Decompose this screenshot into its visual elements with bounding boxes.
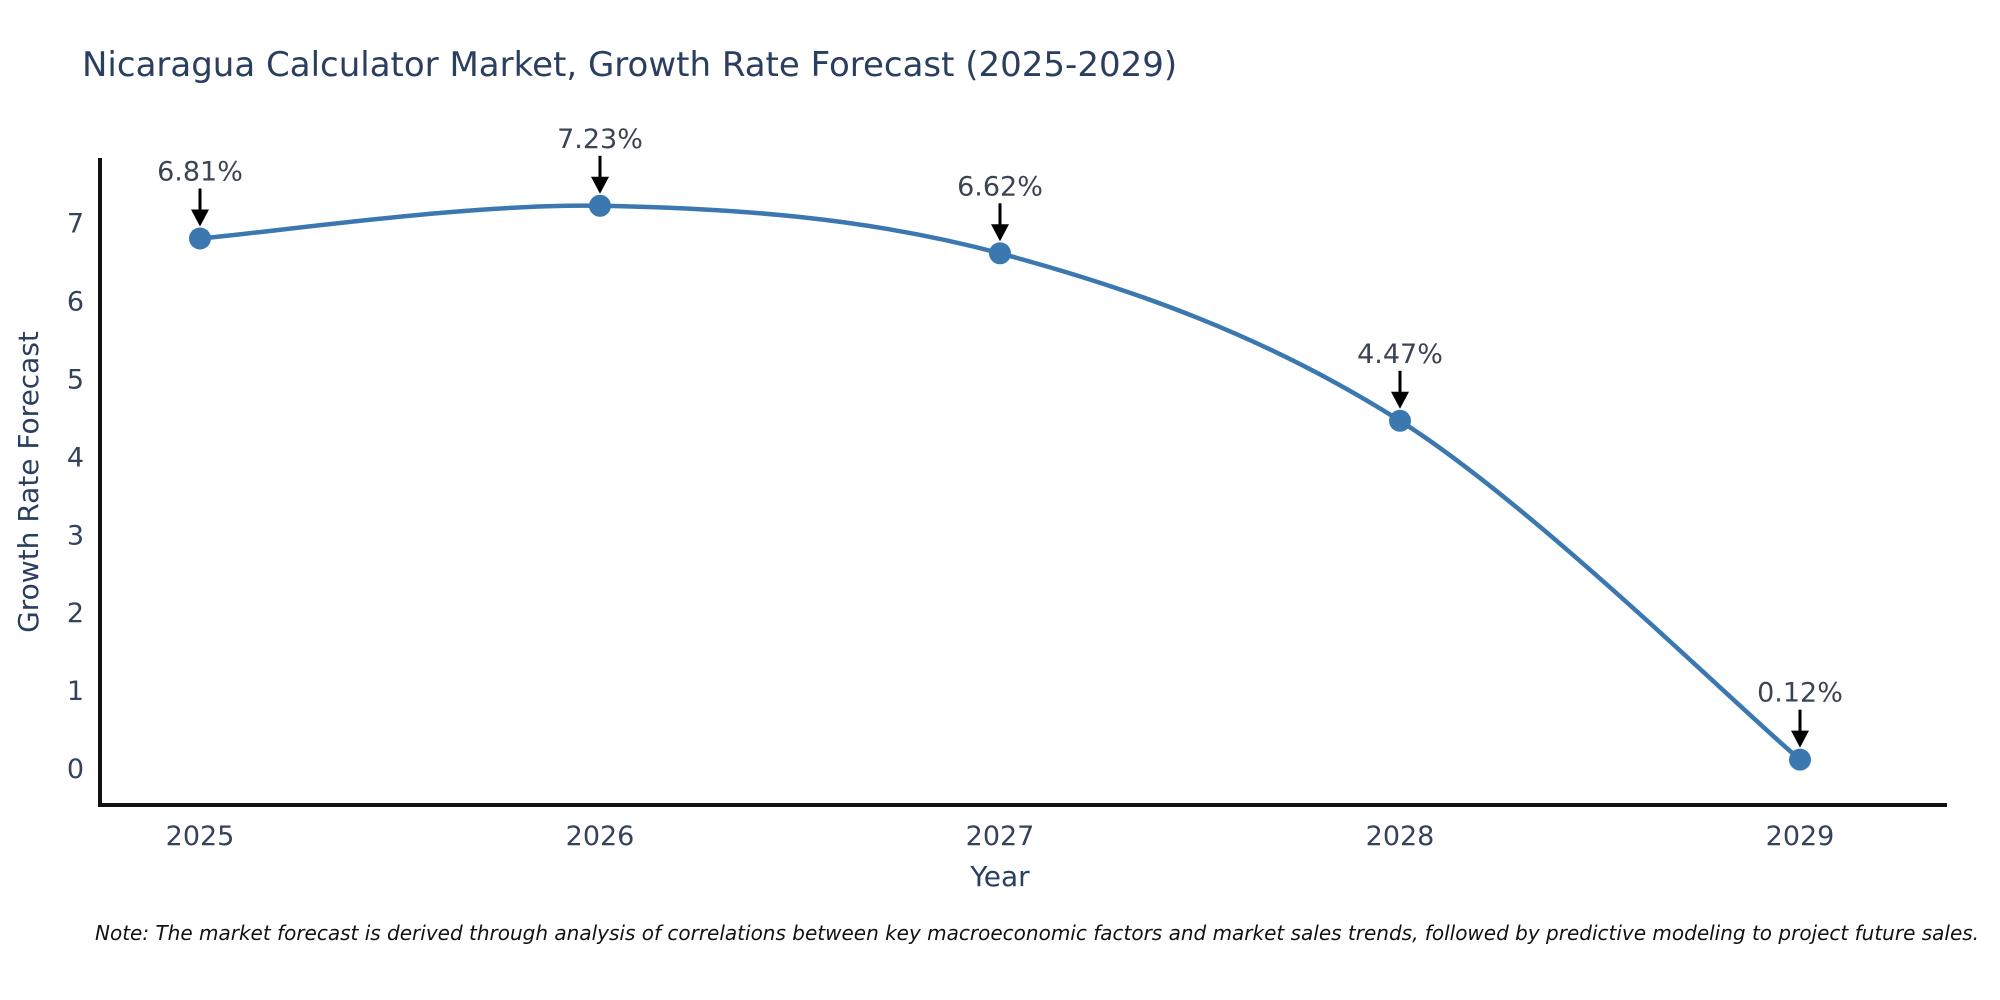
data-point-label: 7.23% [557, 124, 643, 155]
data-point-marker [589, 194, 611, 217]
data-point-marker [989, 242, 1011, 265]
y-tick-label: 3 [67, 520, 84, 551]
data-point-label: 6.81% [157, 157, 243, 188]
data-point-label: 4.47% [1357, 339, 1443, 370]
data-point-marker [189, 227, 211, 250]
y-tick-label: 6 [67, 287, 84, 318]
axis-spines [98, 158, 1947, 807]
data-point-marker [1389, 409, 1411, 432]
y-tick-label: 5 [67, 365, 84, 396]
annotation-arrow-head [1391, 391, 1409, 409]
y-tick-label: 7 [67, 209, 84, 240]
plot-area: 0 1 2 3 4 5 6 7 2025 2026 2027 2028 2029 6.81% 7.23% 6.… [67, 124, 1947, 852]
annotation-arrow-head [991, 224, 1009, 242]
data-point-label: 0.12% [1757, 678, 1843, 709]
x-tick-label: 2029 [1766, 821, 1835, 852]
forecast-line [199, 203, 1802, 762]
x-tick-label: 2025 [166, 821, 235, 852]
annotation-arrow-head [591, 176, 609, 194]
annotation-arrow-head [191, 209, 209, 227]
y-tick-label: 4 [67, 442, 84, 473]
x-tick-label: 2026 [566, 821, 635, 852]
data-point-marker [1789, 748, 1811, 771]
y-tick-label: 1 [67, 676, 84, 707]
x-axis-title: Year [969, 860, 1030, 893]
chart-title: Nicaragua Calculator Market, Growth Rate… [82, 45, 1177, 85]
y-axis-title: Growth Rate Forecast [12, 331, 45, 633]
footnote: Note: The market forecast is derived thr… [95, 921, 1979, 945]
x-tick-label: 2028 [1366, 821, 1435, 852]
x-tick-label: 2027 [966, 821, 1035, 852]
annotation-arrow-head [1791, 730, 1809, 748]
data-point-label: 6.62% [957, 171, 1043, 202]
y-tick-label: 0 [67, 754, 84, 785]
y-tick-label: 2 [67, 598, 84, 629]
